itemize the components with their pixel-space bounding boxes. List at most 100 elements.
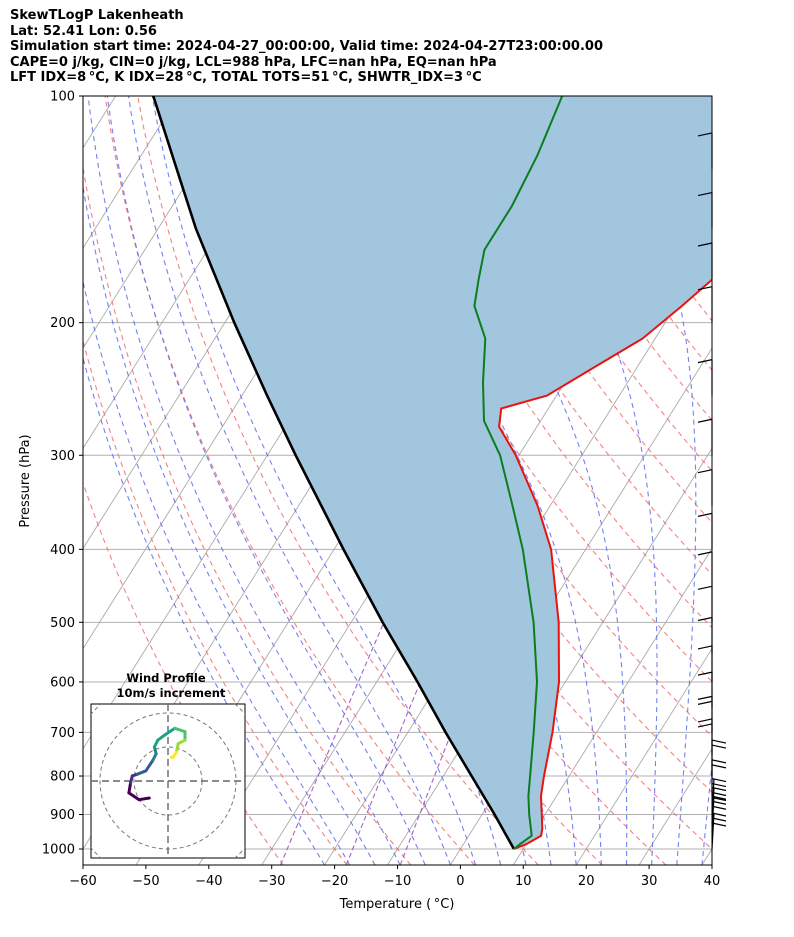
wind-barb-flag	[697, 723, 713, 728]
wind-barb	[697, 469, 713, 506]
hodograph-inset: Wind Profile 10m/s increment	[90, 671, 246, 859]
y-tick-label: 700	[50, 726, 75, 741]
wind-barb	[697, 242, 713, 280]
isotherm-line	[575, 647, 712, 865]
moist-adiabat	[151, 96, 477, 865]
wind-barb-flag	[711, 786, 727, 792]
dry-adiabat	[495, 96, 712, 422]
wind-barb-flag	[711, 739, 727, 744]
parcel-profile-line	[152, 96, 516, 850]
moist-adiabat	[87, 96, 401, 865]
wind-barb	[697, 585, 713, 623]
wind-barb-flag	[697, 671, 713, 676]
wind-barb-flag	[697, 718, 713, 723]
hodograph-trace	[127, 726, 187, 802]
chart-title-block: SkewTLogP Lakenheath Lat: 52.41 Lon: 0.5…	[10, 8, 603, 86]
wind-barb	[697, 616, 713, 654]
wind-barb	[697, 192, 713, 229]
title-latlon: Lat: 52.41 Lon: 0.56	[10, 23, 157, 39]
wind-barb	[697, 359, 713, 396]
y-axis-label: Pressure (hPa)	[18, 434, 33, 527]
cape-cin-shading	[153, 96, 712, 849]
title-indices-line: LFT IDX=8 °C, K IDX=28 °C, TOTAL TOTS=51…	[10, 70, 482, 85]
dry-adiabat	[83, 164, 412, 865]
x-tick-label: −60	[69, 874, 96, 889]
moist-adiabat	[106, 96, 426, 865]
x-tick-label: 10	[515, 874, 532, 889]
hodograph-subtitle: 10m/s increment	[117, 686, 226, 700]
wind-barb-flag	[697, 469, 713, 474]
x-tick-label: 30	[641, 874, 658, 889]
x-tick-label: −10	[384, 874, 411, 889]
hodograph-segment	[137, 796, 151, 802]
moist-adiabat	[83, 278, 351, 865]
wind-barb-flag	[711, 777, 727, 783]
isotherm-line	[324, 247, 712, 865]
wind-barbs	[697, 132, 727, 850]
dewpoint-profile-line	[473, 96, 564, 850]
moist-adiabat	[83, 183, 376, 865]
wind-barb-flag	[711, 817, 727, 822]
hodograph-segment	[173, 726, 187, 734]
wind-barb-staff	[711, 812, 715, 850]
x-tick-label: 0	[456, 874, 464, 889]
wind-barb	[697, 418, 713, 456]
wind-barb-flag	[697, 286, 713, 291]
wind-barb-flag	[711, 782, 727, 788]
wind-barb	[697, 132, 713, 169]
wind-barb	[697, 512, 713, 550]
wind-barb-flag	[711, 744, 727, 749]
wind-barb-flag	[711, 805, 727, 810]
moist-adiabat	[606, 96, 697, 865]
moist-adiabat	[178, 96, 502, 865]
hodograph-rings	[91, 704, 245, 858]
x-tick-label: −50	[132, 874, 159, 889]
wind-barb-flag	[711, 800, 727, 805]
dry-adiabat	[430, 96, 712, 524]
title-times: Simulation start time: 2024-04-27_00:00:…	[10, 39, 603, 54]
hodograph-segment	[127, 781, 133, 795]
y-tick-label: 300	[50, 449, 75, 464]
wind-barb-flag	[697, 695, 713, 700]
wind-barb-flag	[697, 192, 713, 197]
wind-barb-flag	[697, 242, 713, 247]
wind-barb-flag	[711, 795, 727, 800]
hodograph-segment	[144, 759, 155, 773]
dry-adiabat	[757, 96, 794, 865]
y-tick-label: 200	[50, 316, 75, 331]
x-tick-label: −30	[258, 874, 285, 889]
y-tick-label: 400	[50, 543, 75, 558]
wind-barb	[697, 551, 713, 588]
dry-adiabat	[83, 339, 348, 865]
hodograph-segment	[135, 769, 148, 776]
wind-barb-flag	[711, 764, 727, 769]
wind-barb	[711, 777, 727, 815]
wind-barb-flag	[697, 132, 713, 137]
wind-barb-flag	[697, 551, 713, 556]
y-tick-label: 600	[50, 675, 75, 690]
isotherm-line	[701, 848, 712, 865]
hodograph-title: Wind Profile	[126, 671, 206, 685]
y-tick-label: 500	[50, 616, 75, 631]
wind-barb-flag	[711, 822, 727, 827]
dry-adiabat	[300, 96, 712, 737]
y-tick-label: 800	[50, 770, 75, 785]
temperature-profile-line	[498, 278, 712, 850]
wind-barb-flag	[711, 791, 727, 797]
isotherm-line	[83, 96, 179, 249]
dry-adiabat	[724, 96, 794, 865]
cin-shaded-area	[153, 96, 712, 849]
wind-barb-flag	[711, 796, 727, 802]
dry-adiabat	[83, 481, 284, 865]
mixing-ratio-line	[280, 622, 385, 865]
x-tick-label: −20	[321, 874, 348, 889]
dry-adiabat	[365, 96, 712, 629]
wind-barb	[711, 812, 727, 850]
x-tick-label: −40	[195, 874, 222, 889]
sounding-profiles	[152, 96, 712, 850]
x-tick-label: 20	[578, 874, 595, 889]
moist-adiabat	[83, 355, 326, 865]
wind-barb-flag	[711, 759, 727, 764]
hodograph-segment	[163, 726, 177, 737]
